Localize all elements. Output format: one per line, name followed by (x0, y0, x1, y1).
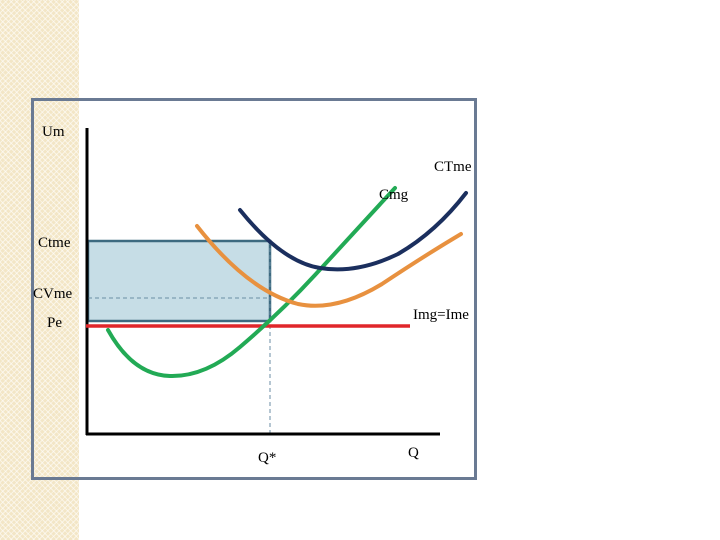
cmg-curve-label: Cmg (379, 187, 409, 203)
ctme-level-label: Ctme (38, 235, 71, 251)
ctme-curve (238, 191, 468, 272)
cvme-level-label: CVme (33, 286, 73, 302)
loss-rectangle (86, 239, 272, 323)
decorative-side-stripe (0, 0, 79, 540)
y-axis-label: Um (42, 124, 65, 140)
diagram-frame (31, 98, 477, 480)
pe-level-label: Pe (47, 315, 62, 331)
cvme-curve (195, 224, 463, 308)
img-ime-label: Img=Ime (413, 307, 469, 323)
cmg-curve (106, 186, 397, 379)
q-star-label: Q* (258, 450, 276, 466)
x-axis-label: Q (408, 445, 419, 461)
ctme-curve-label: CTme (434, 159, 472, 175)
